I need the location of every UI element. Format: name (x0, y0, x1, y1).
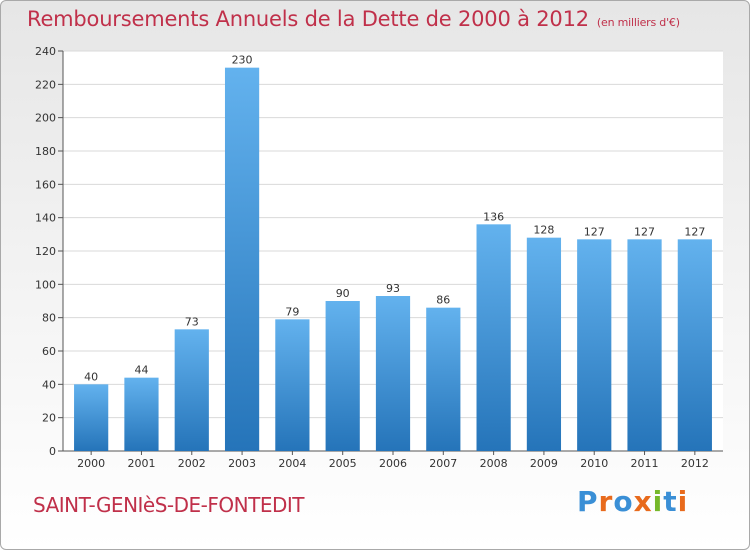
bar (375, 296, 411, 451)
bar (124, 377, 159, 451)
y-tick-label: 240 (35, 45, 56, 58)
proxiti-logo: Proxiti (577, 485, 688, 518)
y-tick-label: 100 (35, 278, 56, 291)
logo-letter: i (677, 485, 689, 518)
data-label: 40 (84, 370, 98, 383)
bar (627, 239, 662, 451)
x-tick-label: 2004 (278, 457, 306, 470)
bar (224, 67, 260, 452)
x-tick-label: 2011 (631, 457, 659, 470)
bar (74, 384, 109, 451)
data-label: 73 (185, 315, 199, 328)
y-tick-label: 200 (35, 112, 56, 125)
x-tick-label: 2002 (178, 457, 206, 470)
logo-letter: o (613, 485, 634, 518)
chart-title: Remboursements Annuels de la Dette de 20… (27, 7, 680, 31)
commune-name: SAINT-GENIèS-DE-FONTEDIT (33, 493, 304, 517)
data-label: 230 (232, 54, 253, 67)
data-label: 127 (584, 225, 605, 238)
x-tick-label: 2007 (429, 457, 457, 470)
data-label: 127 (684, 225, 705, 238)
x-tick-label: 2012 (681, 457, 709, 470)
bar (325, 301, 360, 451)
y-tick-label: 140 (35, 212, 56, 225)
logo-letter: i (652, 485, 664, 518)
data-label: 136 (483, 210, 504, 223)
data-label: 127 (634, 225, 655, 238)
x-tick-label: 2009 (530, 457, 558, 470)
y-tick-label: 160 (35, 178, 56, 191)
logo-letter: r (598, 485, 614, 518)
y-tick-label: 220 (35, 78, 56, 91)
x-tick-label: 2000 (77, 457, 105, 470)
logo-letter: P (577, 485, 599, 518)
data-label: 128 (533, 224, 554, 237)
y-tick-label: 20 (42, 412, 56, 425)
bar (476, 224, 511, 451)
data-label: 79 (285, 305, 299, 318)
data-label: 86 (436, 294, 450, 307)
y-tick-label: 180 (35, 145, 56, 158)
y-tick-label: 0 (49, 445, 56, 458)
chart-subtitle: (en milliers d'€) (596, 16, 680, 29)
bar (577, 239, 612, 451)
data-label: 44 (134, 364, 148, 377)
x-tick-label: 2010 (580, 457, 608, 470)
bar (174, 329, 209, 451)
x-tick-label: 2006 (379, 457, 407, 470)
logo-letter: t (663, 485, 678, 518)
y-tick-label: 120 (35, 245, 56, 258)
x-tick-label: 2001 (127, 457, 155, 470)
bar (426, 307, 461, 451)
x-tick-label: 2008 (480, 457, 508, 470)
y-tick-label: 60 (42, 345, 56, 358)
data-label: 93 (386, 282, 400, 295)
y-tick-label: 80 (42, 312, 56, 325)
chart-title-text: Remboursements Annuels de la Dette de 20… (27, 7, 589, 31)
y-tick-label: 40 (42, 378, 56, 391)
bar (677, 239, 712, 451)
logo-letter: x (633, 485, 653, 518)
bar (526, 237, 562, 451)
bar (275, 319, 310, 451)
x-tick-label: 2003 (228, 457, 256, 470)
data-label: 90 (336, 287, 350, 300)
x-tick-label: 2005 (329, 457, 357, 470)
